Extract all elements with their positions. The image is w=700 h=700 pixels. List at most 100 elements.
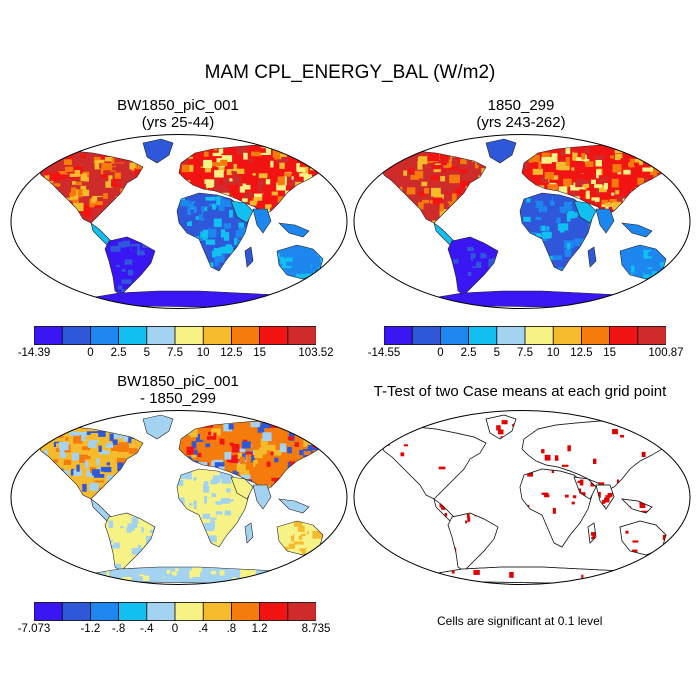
grid-cell [566,232,576,242]
grid-cell [216,196,221,206]
grid-cell [237,146,248,154]
grid-cell [109,167,120,171]
colorbar-1 [34,326,316,345]
grid-cell [96,159,105,163]
grid-cell [81,456,91,460]
grid-cell [302,573,309,580]
sig-cell [641,510,648,513]
grid-cell [215,501,222,505]
grid-cell [541,152,551,160]
grid-cell [125,248,131,256]
grid-cell [59,428,69,433]
grid-cell [643,249,652,259]
sig-cell [465,520,468,524]
grid-cell [72,291,78,296]
grid-cell [316,580,323,583]
grid-cell [82,483,87,492]
grid-cell [229,178,233,184]
grid-cell [278,582,289,583]
colorbar-1-labels: -14.39 0 2.5 5 7.5 10 12.5 15 103.52 [18,347,334,363]
colorbar-1-swatch-1 [61,326,92,345]
grid-cell [110,245,121,252]
grid-cell [53,448,61,452]
grid-cell [271,477,280,483]
grid-cell [165,297,170,306]
grid-cell [326,577,329,583]
grid-cell [86,469,96,477]
grid-cell [244,569,253,577]
colorbar-3-tick-label: -7.073 [17,623,51,635]
grid-cell [262,432,272,441]
grid-cell [431,165,441,170]
grid-cell [58,171,68,175]
colorbar-1-tick-label: 10 [196,347,210,359]
grid-cell [276,296,287,305]
grid-cell [258,179,265,187]
grid-cell [202,213,210,219]
grid-cell [681,272,682,279]
grid-cell [542,298,546,304]
grid-cell [92,201,103,206]
grid-cell [139,574,150,581]
coastline-greenland [142,138,174,164]
grid-cell [591,179,596,184]
grid-cell [413,296,417,305]
sig-cell [439,502,443,508]
grid-cell [184,505,194,512]
grid-cell [205,196,216,201]
grid-cell [445,301,453,306]
grid-cell [553,161,558,166]
grid-cell [127,523,138,531]
sig-cell [625,530,629,534]
grid-cell [229,462,238,470]
grid-cell [222,177,230,185]
grid-cell [245,526,253,533]
coastline-newZealand [673,544,683,562]
grid-cell [72,199,79,203]
grid-cell [522,300,527,307]
coastline-seAsia [278,498,310,514]
grid-cell [425,302,435,307]
grid-cell [136,295,141,302]
colorbar-1-swatch-3 [118,326,148,345]
grid-cell [70,567,78,576]
grid-cell [123,435,129,442]
grid-cell [175,568,179,572]
grid-cell [144,303,151,307]
grid-cell [118,442,129,450]
grid-cell [473,240,478,248]
grid-cell [158,424,167,429]
grid-cell [567,243,571,250]
grid-cell [257,185,261,191]
grid-cell [117,457,125,466]
grid-cell [187,206,191,215]
grid-cell [255,463,261,470]
grid-cell [76,464,80,472]
grid-cell [308,435,312,443]
grid-cell [80,209,86,214]
grid-cell [543,292,549,299]
grid-cell [623,293,629,297]
grid-cell [560,150,566,156]
grid-cell [227,521,236,529]
grid-cell [240,456,245,464]
grid-cell [265,179,271,185]
grid-cell [579,173,585,183]
sig-cell [544,494,550,498]
grid-cell [399,186,405,192]
grid-cell [226,488,231,493]
grid-cell [212,511,223,515]
coastline-africa [519,468,593,548]
grid-cell [99,450,110,455]
coastline-southAmerica [104,512,156,572]
grid-cell [193,300,203,307]
grid-cell [80,185,87,193]
grid-cell [185,226,195,232]
coastline-seAsia [621,498,653,514]
grid-cell [84,208,92,218]
grid-cell [630,223,642,231]
sig-cell [593,458,597,464]
grid-cell [221,293,231,301]
grid-cell [542,219,548,224]
sig-cell [679,553,682,556]
